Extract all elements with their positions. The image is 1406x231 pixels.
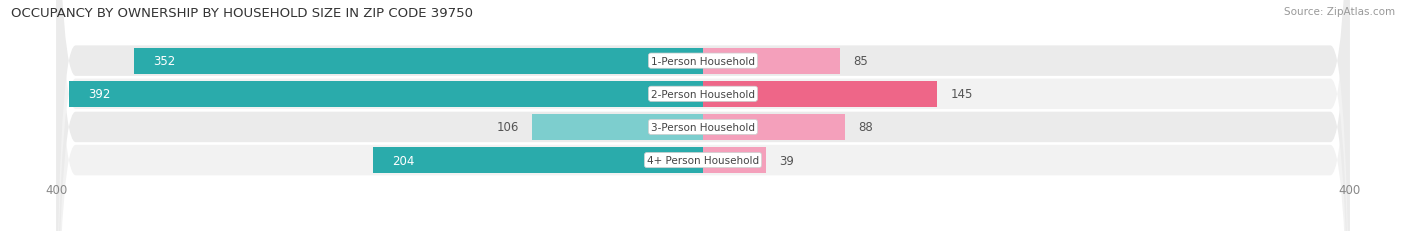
Text: 352: 352: [153, 55, 176, 68]
Bar: [703, 115, 845, 140]
Text: 1-Person Household: 1-Person Household: [651, 56, 755, 66]
Text: 4+ Person Household: 4+ Person Household: [647, 155, 759, 165]
FancyBboxPatch shape: [56, 0, 1350, 231]
Bar: [703, 82, 938, 107]
Text: Source: ZipAtlas.com: Source: ZipAtlas.com: [1284, 7, 1395, 17]
Text: 106: 106: [496, 121, 519, 134]
Text: 2-Person Household: 2-Person Household: [651, 89, 755, 99]
Text: 88: 88: [858, 121, 873, 134]
Text: 204: 204: [392, 154, 415, 167]
Text: 392: 392: [89, 88, 111, 101]
FancyBboxPatch shape: [56, 0, 1350, 231]
Bar: [134, 49, 703, 74]
FancyBboxPatch shape: [56, 0, 1350, 231]
Bar: [373, 148, 703, 173]
Text: 39: 39: [779, 154, 794, 167]
Text: 3-Person Household: 3-Person Household: [651, 122, 755, 132]
Bar: [531, 115, 703, 140]
Bar: [703, 49, 841, 74]
Text: 145: 145: [950, 88, 973, 101]
Text: 85: 85: [853, 55, 868, 68]
FancyBboxPatch shape: [56, 0, 1350, 231]
Bar: [703, 148, 766, 173]
Text: OCCUPANCY BY OWNERSHIP BY HOUSEHOLD SIZE IN ZIP CODE 39750: OCCUPANCY BY OWNERSHIP BY HOUSEHOLD SIZE…: [11, 7, 474, 20]
Bar: [69, 82, 703, 107]
